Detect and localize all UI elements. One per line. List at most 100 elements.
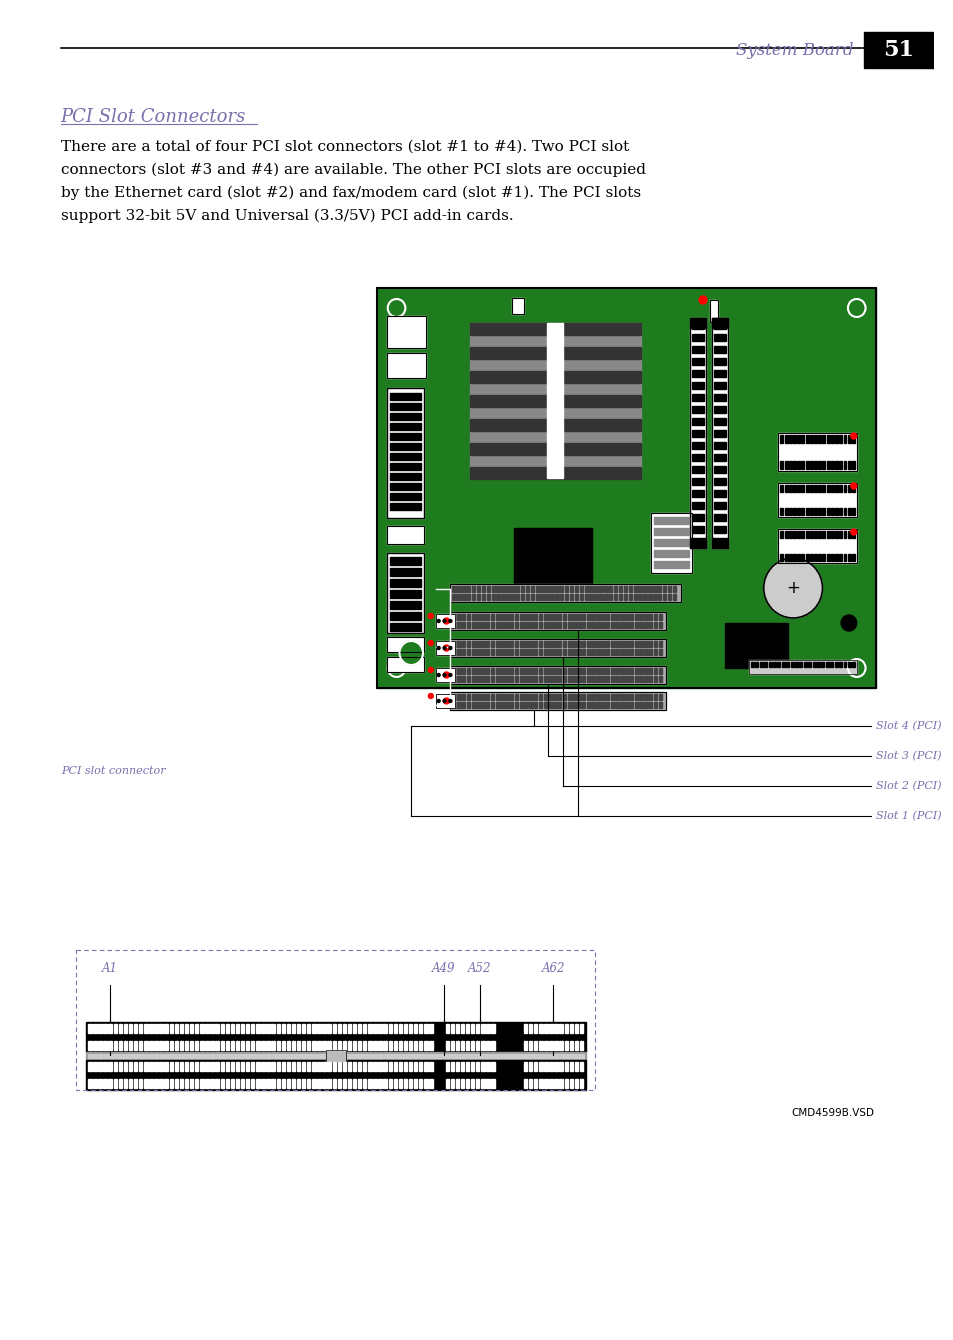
Bar [534,694,537,699]
Bar [179,1063,183,1071]
Bar [724,623,787,669]
Bar [210,1041,213,1051]
Bar [711,537,727,548]
Bar [614,594,617,600]
Bar [634,614,638,620]
Bar [639,675,642,682]
Bar [830,531,833,537]
Circle shape [449,619,452,623]
Bar [373,1041,376,1051]
Bar [170,1024,172,1033]
Bar [164,1041,168,1051]
Bar [261,1041,264,1051]
Bar [690,318,705,548]
Bar [792,461,795,469]
Bar [569,586,573,592]
Text: Slot 1 (PCI): Slot 1 (PCI) [876,811,941,821]
Bar [558,1024,562,1033]
Bar [839,461,841,469]
Bar [667,594,671,600]
Bar [538,675,541,682]
Bar [574,594,578,600]
Bar [200,1063,203,1071]
Bar [480,675,484,682]
Bar [713,454,725,461]
Circle shape [436,619,439,623]
Bar [386,636,423,653]
Bar [548,641,551,647]
Bar [653,614,657,620]
Bar [485,702,489,708]
Bar [495,669,498,674]
Bar [452,675,456,682]
Bar [389,579,420,587]
Bar [337,1063,340,1071]
Bar [692,430,703,437]
Bar [579,1024,582,1033]
Bar [179,1041,183,1051]
Bar [528,1041,532,1051]
Bar [470,347,640,359]
Bar [424,1041,427,1051]
Bar [634,622,638,628]
Bar [452,649,456,655]
Bar [495,694,498,699]
Circle shape [399,641,422,665]
Bar [486,586,490,592]
Bar [553,649,556,655]
Bar [780,436,782,444]
Bar [624,641,628,647]
Bar [317,1079,320,1088]
Bar [450,584,679,602]
Bar [562,622,565,628]
Bar [266,1063,270,1071]
Bar [648,641,652,647]
Text: A49: A49 [432,962,455,974]
Bar [215,1063,218,1071]
Bar [534,1063,537,1071]
Bar [574,1024,578,1033]
Bar [792,436,795,444]
Bar [851,436,854,444]
Bar [830,553,833,561]
Bar [389,403,420,410]
Bar [389,473,420,480]
Bar [553,669,556,674]
Bar [847,436,850,444]
Bar [572,649,575,655]
Bar [398,1079,402,1088]
Bar [490,614,494,620]
Bar [548,675,551,682]
Bar [605,669,609,674]
Bar [801,436,803,444]
Bar [548,649,551,655]
Bar [554,1024,558,1033]
Bar [510,694,513,699]
Bar [780,508,782,515]
Bar [389,464,420,470]
Bar [287,1041,290,1051]
Circle shape [449,646,452,650]
Bar [194,1079,198,1088]
Bar [179,1079,183,1088]
Bar [519,641,522,647]
Bar [235,1063,239,1071]
Bar [643,702,647,708]
Bar [210,1063,213,1071]
Bar [480,1079,484,1088]
Bar [510,622,513,628]
Bar [490,675,494,682]
Bar [530,594,534,600]
Bar [603,594,607,600]
Bar [780,485,782,492]
Bar [436,614,455,628]
Bar [667,586,671,592]
Bar [554,1063,558,1071]
Bar [495,649,498,655]
Bar [353,1079,355,1088]
Bar [692,515,703,521]
Bar [713,334,725,340]
Bar [572,702,575,708]
Bar [594,586,598,592]
Bar [470,468,640,478]
